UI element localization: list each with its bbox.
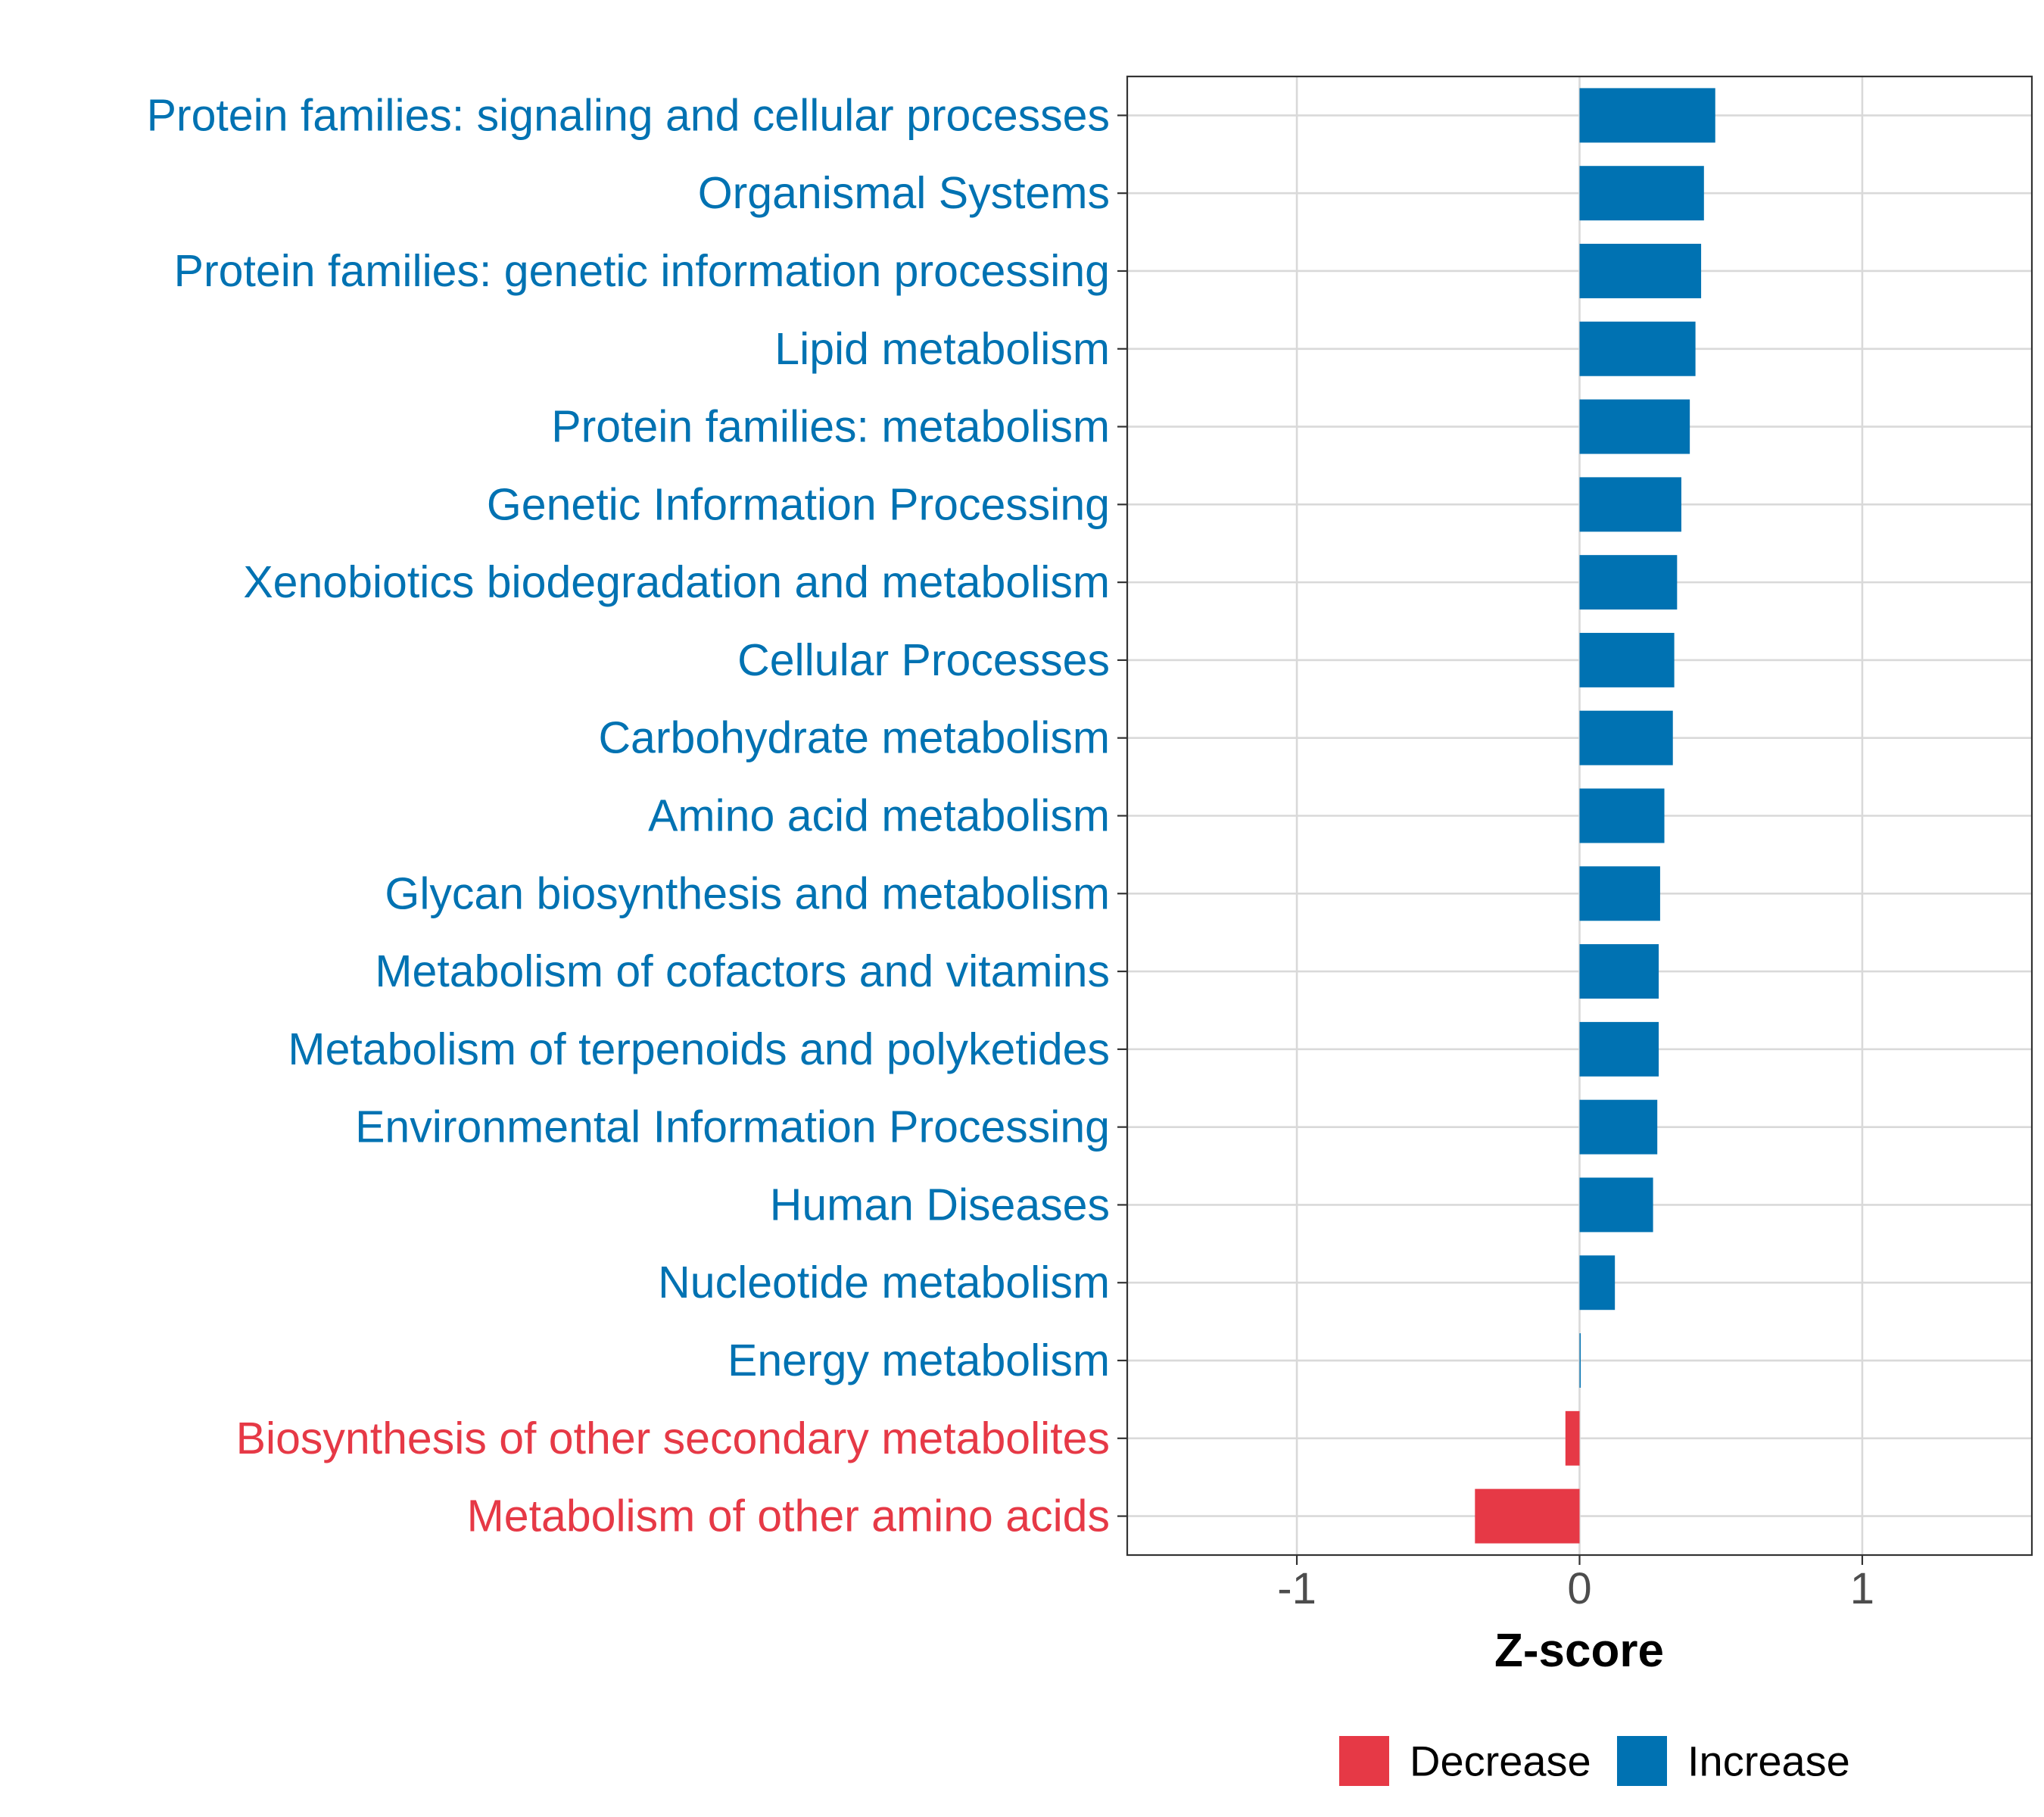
y-category-label: Metabolism of cofactors and vitamins [375, 946, 1110, 996]
bar [1579, 1021, 1659, 1077]
y-category-label: Nucleotide metabolism [658, 1258, 1110, 1307]
bar [1579, 710, 1673, 765]
bar [1579, 866, 1660, 921]
bar [1579, 166, 1704, 221]
bar [1579, 243, 1702, 298]
bar [1579, 1255, 1616, 1311]
bar [1579, 321, 1696, 376]
bar [1579, 1177, 1653, 1233]
bar [1565, 1410, 1580, 1466]
y-axis-ticks [1117, 114, 1127, 1517]
x-tick-label: -1 [1277, 1564, 1316, 1613]
y-category-label: Protein families: metabolism [551, 402, 1110, 452]
legend: Decrease Increase [1339, 1736, 1850, 1786]
x-tick-label: 0 [1567, 1564, 1591, 1613]
y-category-label: Energy metabolism [728, 1335, 1110, 1385]
y-category-label: Metabolism of other amino acids [467, 1491, 1110, 1541]
legend-swatch-decrease [1339, 1736, 1389, 1786]
legend-label-decrease: Decrease [1410, 1738, 1591, 1785]
y-category-label: Carbohydrate metabolism [598, 713, 1110, 763]
bar [1579, 1099, 1658, 1155]
y-category-label: Environmental Information Processing [355, 1102, 1110, 1152]
y-category-label: Biosynthesis of other secondary metaboli… [236, 1413, 1110, 1463]
bars [1475, 88, 1715, 1544]
bar [1579, 788, 1665, 843]
legend-label-increase: Increase [1687, 1738, 1850, 1785]
y-category-label: Amino acid metabolism [648, 791, 1110, 841]
bar [1475, 1488, 1580, 1544]
legend-swatch-increase [1617, 1736, 1667, 1786]
y-category-label: Xenobiotics biodegradation and metabolis… [243, 557, 1110, 607]
y-category-label: Organismal Systems [698, 168, 1110, 218]
y-category-label: Protein families: genetic information pr… [174, 246, 1110, 296]
x-axis-title: Z-score [1494, 1625, 1664, 1677]
bar [1579, 477, 1681, 532]
bar [1579, 944, 1659, 999]
bar [1579, 399, 1690, 454]
x-axis-ticks: -1 0 1 [1277, 1555, 1874, 1613]
y-category-label: Glycan biosynthesis and metabolism [385, 868, 1110, 918]
x-tick-label: 1 [1850, 1564, 1874, 1613]
y-category-label: Lipid metabolism [774, 324, 1110, 374]
bar [1579, 555, 1678, 610]
y-category-label: Cellular Processes [737, 635, 1110, 685]
y-category-label: Metabolism of terpenoids and polyketides [288, 1024, 1110, 1074]
y-category-label: Human Diseases [770, 1180, 1110, 1230]
bar [1579, 632, 1675, 687]
y-category-label: Genetic Information Processing [487, 479, 1110, 529]
bar [1579, 88, 1715, 143]
y-axis-category-labels: Protein families: signaling and cellular… [147, 90, 1110, 1541]
bar [1579, 1333, 1581, 1388]
y-category-label: Protein families: signaling and cellular… [147, 90, 1110, 140]
